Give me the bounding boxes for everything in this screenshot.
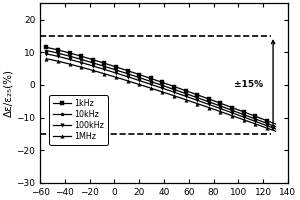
- 1kHz: [248, 113, 251, 115]
- 10kHz: [201, 99, 205, 101]
- 1kHz: [146, 76, 150, 79]
- 1MHz: [44, 58, 48, 60]
- 1MHz: [201, 104, 205, 107]
- 1kHz: [44, 46, 48, 49]
- 1MHz: [248, 121, 251, 123]
- 100kHz: [184, 95, 188, 97]
- 1MHz: [184, 98, 188, 101]
- 10kHz: [181, 91, 184, 94]
- 1MHz: [274, 130, 278, 132]
- 1kHz: [274, 123, 278, 125]
- 1MHz: [181, 97, 184, 100]
- Text: ±15%: ±15%: [234, 80, 263, 89]
- Line: 1MHz: 1MHz: [45, 57, 277, 133]
- 10kHz: [146, 79, 150, 82]
- 10kHz: [184, 92, 188, 95]
- 1kHz: [201, 96, 205, 98]
- Line: 10kHz: 10kHz: [45, 49, 277, 128]
- 100kHz: [248, 118, 251, 120]
- 100kHz: [274, 128, 278, 130]
- 100kHz: [146, 82, 150, 85]
- 1kHz: [181, 88, 184, 91]
- 100kHz: [44, 53, 48, 55]
- 10kHz: [44, 50, 48, 52]
- Legend: 1kHz, 10kHz, 100kHz, 1MHz: 1kHz, 10kHz, 100kHz, 1MHz: [49, 95, 108, 145]
- 1kHz: [193, 93, 196, 95]
- 10kHz: [248, 116, 251, 118]
- 100kHz: [201, 101, 205, 104]
- Line: 1kHz: 1kHz: [45, 46, 277, 126]
- 1MHz: [146, 86, 150, 88]
- 1MHz: [193, 101, 196, 104]
- Line: 100kHz: 100kHz: [45, 52, 277, 131]
- 100kHz: [181, 94, 184, 96]
- 10kHz: [274, 125, 278, 128]
- Y-axis label: Δε/ε₂₅(%): Δε/ε₂₅(%): [4, 69, 14, 117]
- 1kHz: [184, 89, 188, 92]
- 100kHz: [193, 98, 196, 100]
- 10kHz: [193, 95, 196, 98]
